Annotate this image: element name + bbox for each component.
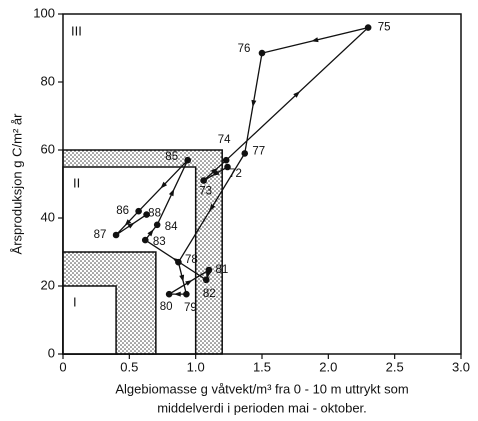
y-tick-label: 0 [48,345,55,360]
region-inner [62,285,117,355]
data-point [241,150,249,157]
data-point [205,266,213,274]
region-label: I [73,294,77,309]
x-tick-label: 2.5 [386,359,404,374]
point-label: 76 [238,43,251,55]
data-point [135,207,142,215]
y-tick-label: 100 [33,5,55,20]
data-point [364,24,372,31]
data-point [200,177,207,184]
point-label: 75 [378,22,391,34]
x-axis-title: middelverdi i perioden mai - oktober. [157,400,367,415]
region-label: II [73,175,80,190]
region-label: III [71,23,82,38]
x-tick-label: 2.0 [319,359,337,374]
data-point [165,290,173,298]
y-axis-title: Årsproduksjon g C/m² år [9,113,24,255]
x-tick-label: 0.5 [120,359,138,374]
data-point [184,156,192,164]
point-label: 85 [165,151,178,163]
data-point [141,236,149,244]
point-label: 73 [199,186,212,198]
point-label: 74 [218,134,231,146]
point-label: 82 [203,288,216,300]
data-point [258,49,266,57]
data-point [222,156,230,164]
point-label: 84 [165,221,178,233]
y-tick-label: 60 [41,141,55,156]
data-point [224,163,231,171]
x-tick-label: 1.5 [253,359,271,374]
x-tick-label: 1.0 [187,359,205,374]
point-label: 86 [116,205,129,217]
point-label: 77 [252,145,265,157]
point-label: 72 [229,168,242,180]
data-point [112,231,120,239]
point-label: 88 [148,208,161,220]
y-tick-label: 40 [41,209,55,224]
data-point [143,211,150,218]
data-point [183,290,190,298]
point-label: 78 [185,254,198,266]
point-label: 79 [184,302,197,314]
y-tick-label: 20 [41,277,55,292]
point-label: 83 [153,236,166,248]
x-tick-label: 0 [59,359,66,374]
x-tick-label: 3.0 [452,359,470,374]
y-tick-label: 80 [41,73,55,88]
data-point [202,276,210,284]
data-point [153,221,161,229]
x-axis-title: Algebiomasse g våtvekt/m³ fra 0 - 10 m u… [115,381,408,396]
point-label: 87 [94,229,107,241]
point-label: 81 [216,264,229,276]
data-point [175,258,182,266]
point-label: 80 [160,301,173,313]
